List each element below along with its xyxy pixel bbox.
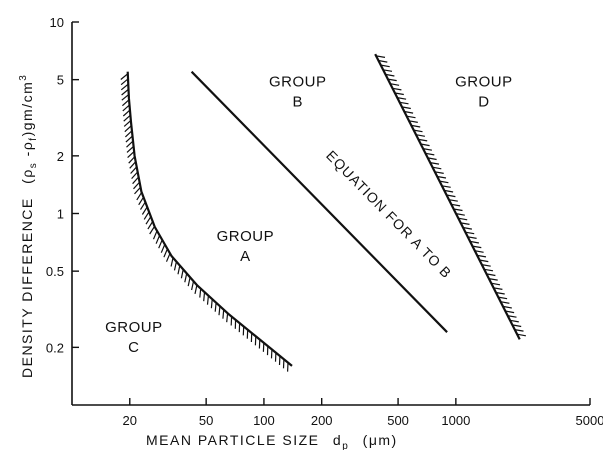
x-tick-label: 20 bbox=[123, 413, 137, 428]
series bbox=[120, 53, 527, 372]
x-tick-label: 1000 bbox=[441, 413, 470, 428]
boundary-line-path bbox=[374, 53, 521, 340]
boundary-line-path bbox=[190, 70, 448, 333]
y-tick-label: 2 bbox=[57, 149, 64, 164]
y-tick-label: 0.5 bbox=[46, 264, 64, 279]
x-axis-title: MEAN PARTICLE SIZE dp (μm) bbox=[146, 432, 398, 450]
ticks bbox=[72, 21, 591, 405]
tick-labels: 20 50 100 200 500 1000 5000 0.2 0.5 1 2 5 10 bbox=[46, 15, 603, 428]
x-tick-label: 500 bbox=[387, 413, 409, 428]
y-tick-label: 5 bbox=[57, 73, 64, 88]
x-tick-label: 100 bbox=[253, 413, 275, 428]
hatch-marks bbox=[376, 55, 527, 337]
hatch-marks bbox=[120, 73, 289, 372]
x-tick-label: 5000 bbox=[576, 413, 603, 428]
y-axis-title: DENSITY DIFFERENCE (ρs -ρf)gm/cm3 bbox=[18, 74, 39, 378]
boundary-line-2 bbox=[190, 70, 448, 333]
boundary-line-1 bbox=[120, 71, 293, 372]
y-tick-label: 1 bbox=[57, 207, 64, 222]
region-label-b: GROUP B bbox=[269, 74, 327, 111]
boundary-line-3 bbox=[374, 53, 527, 340]
region-label-d: GROUP D bbox=[455, 74, 513, 111]
y-tick-label: 10 bbox=[50, 15, 64, 30]
y-tick-label: 0.2 bbox=[46, 340, 64, 355]
region-label-a: GROUP A bbox=[217, 228, 275, 265]
region-label-c: GROUP C bbox=[105, 319, 163, 356]
x-tick-label: 200 bbox=[311, 413, 333, 428]
x-tick-label: 50 bbox=[199, 413, 213, 428]
